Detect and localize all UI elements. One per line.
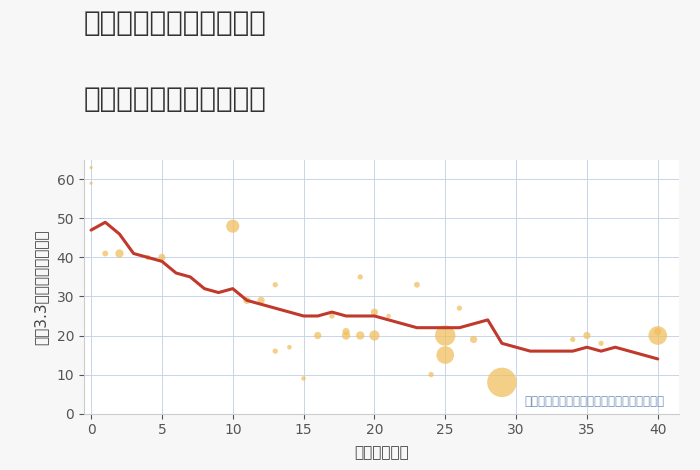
Point [496,379,507,386]
Point [383,312,394,320]
Point [426,371,437,378]
Point [298,375,309,382]
Text: 築年数別中古戸建て価格: 築年数別中古戸建て価格 [84,85,267,113]
Point [369,308,380,316]
Y-axis label: 坪（3.3㎡）単価（万円）: 坪（3.3㎡）単価（万円） [34,229,48,345]
Point [270,347,281,355]
Point [567,336,578,343]
Text: 兵庫県丹波篠山市古市の: 兵庫県丹波篠山市古市の [84,9,267,38]
Point [652,328,664,336]
X-axis label: 築年数（年）: 築年数（年） [354,446,409,461]
Point [312,332,323,339]
Point [369,332,380,339]
Point [99,250,111,257]
Point [355,273,366,281]
Point [340,328,351,336]
Point [581,332,592,339]
Point [241,297,253,304]
Point [270,281,281,289]
Point [440,351,451,359]
Point [440,332,451,339]
Point [256,297,267,304]
Point [85,180,97,187]
Point [142,254,153,261]
Point [114,250,125,257]
Point [412,281,423,289]
Point [156,254,167,261]
Point [355,332,366,339]
Point [652,332,664,339]
Point [85,164,97,172]
Point [454,305,465,312]
Text: 円の大きさは、取引のあった物件面積を示す: 円の大きさは、取引のあった物件面積を示す [525,395,665,408]
Point [227,222,238,230]
Point [284,344,295,351]
Point [340,332,351,339]
Point [596,339,607,347]
Point [326,312,337,320]
Point [468,336,480,343]
